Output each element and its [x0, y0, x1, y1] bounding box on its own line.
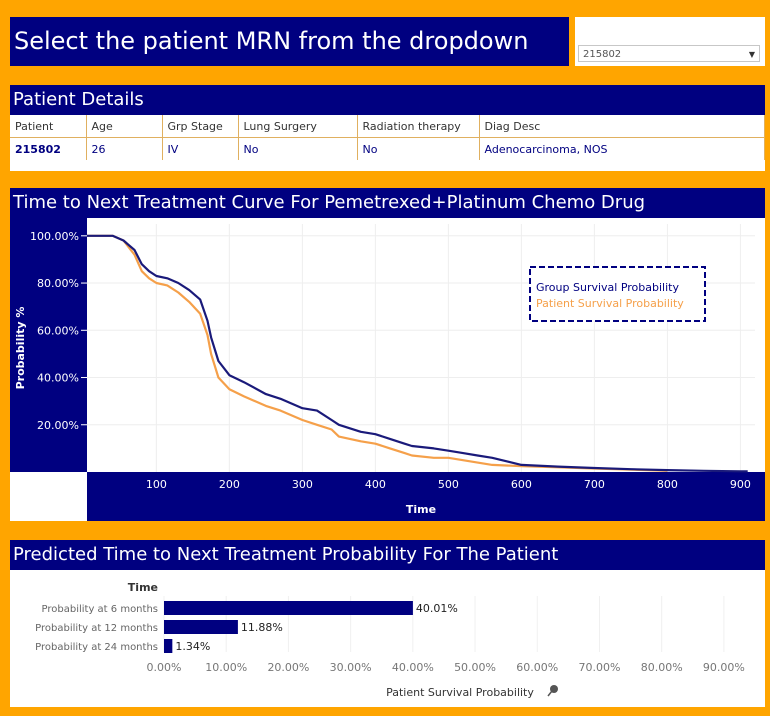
x-tick-label: 700 — [584, 478, 605, 491]
category-header: Time — [128, 581, 158, 594]
y-tick-label: 100.00% — [30, 230, 79, 243]
column-header: Grp Stage — [162, 115, 239, 138]
bar — [164, 639, 173, 653]
y-axis-band — [10, 218, 87, 472]
x-tick-label: 600 — [511, 478, 532, 491]
column-header: Diag Desc — [479, 115, 765, 138]
dropdown-container: 215802 ▼ — [575, 17, 765, 66]
page-title: Select the patient MRN from the dropdown — [10, 17, 569, 66]
age-cell: 26 — [86, 137, 163, 160]
curve-chart-title: Time to Next Treatment Curve For Pemetre… — [10, 188, 765, 218]
pin-icon-head — [550, 685, 558, 693]
prediction-section: Predicted Time to Next Treatment Probabi… — [10, 540, 765, 707]
x-tick-label: 100 — [146, 478, 167, 491]
legend-item-patient: Patient Survival Probability — [536, 297, 684, 310]
x-tick-label: 10.00% — [205, 661, 247, 674]
pin-icon — [547, 685, 558, 697]
category-label: Probability at 6 months — [42, 604, 158, 615]
x-tick-label: 30.00% — [330, 661, 372, 674]
x-tick-label: 900 — [730, 478, 751, 491]
dropdown-value: 215802 — [583, 49, 622, 60]
x-tick-label: 400 — [365, 478, 386, 491]
bar-value-label: 11.88% — [241, 621, 283, 634]
diag-desc-cell: Adenocarcinoma, NOS — [479, 137, 765, 160]
x-tick-label: 80.00% — [641, 661, 683, 674]
ttnt-curve-section: Time to Next Treatment Curve For Pemetre… — [10, 188, 765, 521]
x-tick-label: 500 — [438, 478, 459, 491]
column-header: Patient — [10, 115, 87, 138]
category-label: Probability at 24 months — [35, 642, 158, 653]
pin-icon-needle — [547, 690, 553, 697]
table-row: 215802 26 IV No No Adenocarcinoma, NOS — [10, 137, 765, 160]
patient-details-section: Patient Details Patient Age Grp Stage Lu… — [10, 85, 765, 171]
prediction-chart-title: Predicted Time to Next Treatment Probabi… — [10, 540, 765, 570]
y-tick-label: 80.00% — [37, 277, 79, 290]
patient-survival-line — [87, 234, 668, 472]
patient-mrn-dropdown[interactable]: 215802 ▼ — [578, 45, 760, 62]
patient-details-title: Patient Details — [10, 85, 765, 115]
column-header: Radiation therapy — [357, 115, 480, 138]
patient-details-table: Patient Age Grp Stage Lung Surgery Radia… — [10, 115, 765, 160]
y-tick-label: 20.00% — [37, 419, 79, 432]
x-tick-label: 90.00% — [703, 661, 745, 674]
prediction-bar-chart: Time Probability at 6 months 40.01% Probabi… — [35, 581, 745, 699]
table-header-row: Patient Age Grp Stage Lung Surgery Radia… — [10, 115, 765, 138]
bar-value-label: 40.01% — [416, 602, 458, 615]
x-axis-band — [87, 472, 765, 521]
column-header: Lung Surgery — [238, 115, 358, 138]
y-tick-label: 60.00% — [37, 324, 79, 337]
x-tick-label: 0.00% — [147, 661, 182, 674]
column-header: Age — [86, 115, 163, 138]
x-axis-title: Patient Survival Probability — [386, 686, 534, 699]
bar-value-label: 1.34% — [175, 640, 210, 653]
x-tick-label: 20.00% — [267, 661, 309, 674]
radiation-therapy-cell: No — [357, 137, 480, 160]
patient-cell: 215802 — [10, 137, 87, 160]
x-tick-label: 200 — [219, 478, 240, 491]
group-survival-line — [87, 234, 748, 473]
category-label: Probability at 12 months — [35, 623, 158, 634]
legend-box — [529, 266, 706, 322]
chevron-down-icon[interactable]: ▼ — [748, 50, 755, 59]
bar — [164, 620, 238, 634]
x-tick-label: 60.00% — [516, 661, 558, 674]
survival-curve-chart: 20.00% 40.00% 60.00% 80.00% 100.00% 100 200 300… — [10, 218, 765, 521]
y-tick-label: 40.00% — [37, 372, 79, 385]
x-tick-label: 800 — [657, 478, 678, 491]
x-tick-label: 40.00% — [392, 661, 434, 674]
legend-item-group: Group Survival Probability — [536, 281, 679, 294]
grp-stage-cell: IV — [162, 137, 239, 160]
x-tick-label: 300 — [292, 478, 313, 491]
x-tick-label: 70.00% — [578, 661, 620, 674]
x-tick-label: 50.00% — [454, 661, 496, 674]
bar — [164, 601, 413, 615]
x-axis-title: Time — [406, 503, 436, 516]
lung-surgery-cell: No — [238, 137, 358, 160]
y-axis-title: Probability % — [14, 307, 27, 390]
